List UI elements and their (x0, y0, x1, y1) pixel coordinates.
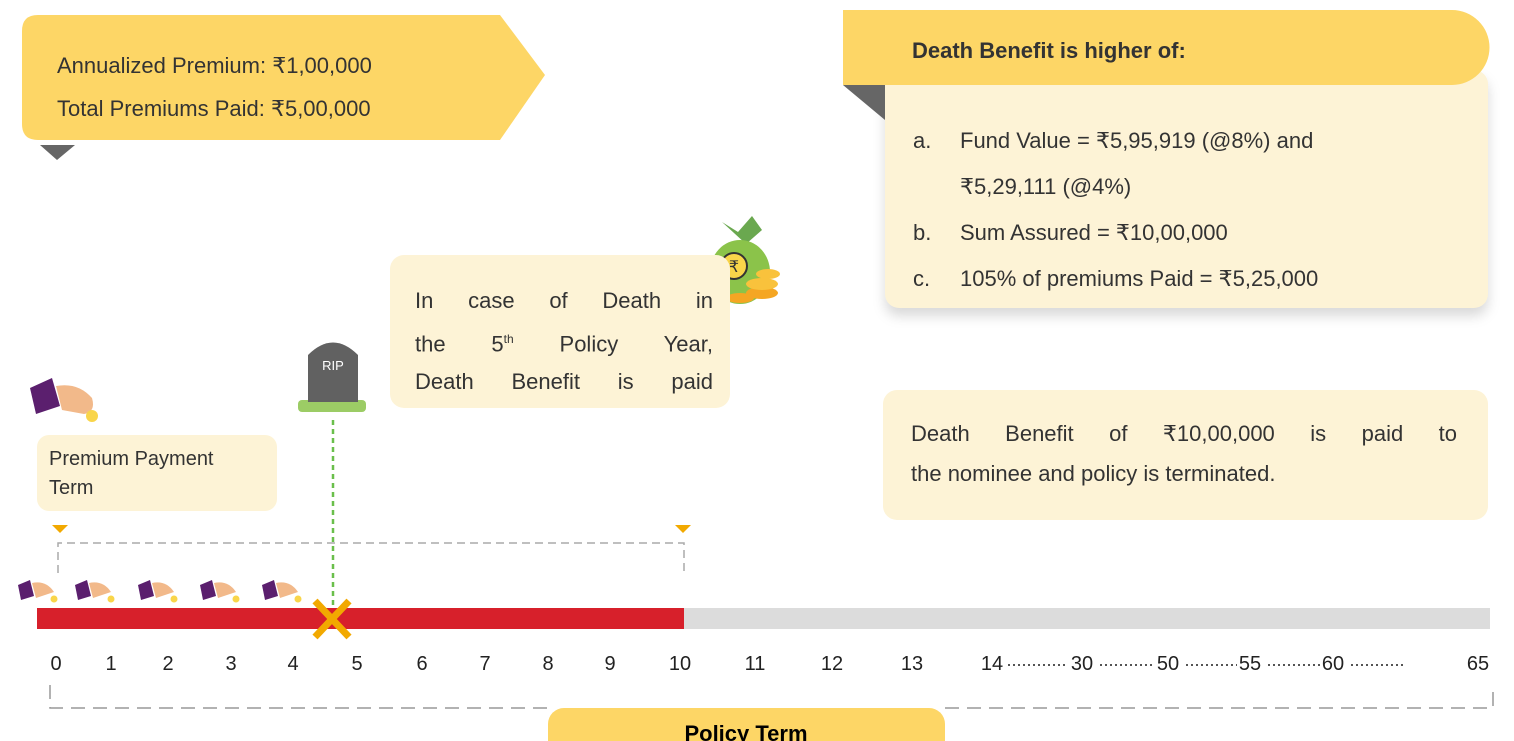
rip-text: RIP (322, 358, 344, 373)
hand-icon (30, 378, 98, 422)
list-marker: b. (913, 210, 960, 256)
outcome-line: Death Benefit of ₹10,00,000 is paid to (911, 414, 1457, 454)
paid-bar (37, 608, 684, 629)
list-row: b.Sum Assured = ₹10,00,000 (913, 210, 1473, 256)
callout-tail (40, 145, 75, 160)
list-row: c.105% of premiums Paid = ₹5,25,000 (913, 256, 1473, 302)
outcome-box: Death Benefit of ₹10,00,000 is paid to t… (883, 390, 1488, 520)
policy-bracket (50, 685, 1493, 708)
marker (675, 525, 691, 533)
case-text: the 5 (415, 331, 504, 356)
case-text: Policy Year, (560, 331, 713, 356)
list-marker: a. (913, 118, 960, 164)
list-row: ₹5,29,111 (@4%) (913, 164, 1473, 210)
hand-palm (276, 582, 298, 598)
svg-text:₹: ₹ (729, 259, 739, 276)
timeline-label: 4 (287, 653, 298, 675)
page: ₹ RIP Policy Term 0123456789101112131430… (0, 0, 1514, 741)
outcome-text: Death Benefit of ₹10,00,000 is paid to t… (911, 414, 1457, 494)
timeline-label: 1 (105, 653, 116, 675)
tombstone-icon (298, 343, 366, 413)
list-text: ₹5,29,111 (@4%) (960, 164, 1131, 210)
timeline-label: 50 (1157, 653, 1179, 675)
timeline-label: 9 (604, 653, 615, 675)
timeline-label: 14 (981, 653, 1003, 675)
hand-palm (214, 582, 236, 598)
coin (108, 596, 115, 603)
case-box: In case of Death in the 5th Policy Year,… (390, 255, 730, 408)
list-marker: c. (913, 256, 960, 302)
premium-line: Total Premiums Paid: ₹5,00,000 (57, 87, 372, 130)
ppt-bracket (58, 543, 684, 573)
coin (51, 596, 58, 603)
ppt-box: Premium Payment Term (37, 435, 277, 511)
hand-sleeve (18, 580, 34, 600)
case-line: In case of Death in (415, 282, 713, 320)
hand-sleeve (200, 580, 216, 600)
list-text: 105% of premiums Paid = ₹5,25,000 (960, 256, 1318, 302)
timeline-label: 2 (162, 653, 173, 675)
timeline-label: 8 (542, 653, 553, 675)
timeline-label: 10 (669, 653, 691, 675)
case-line: the 5th Policy Year, (415, 320, 713, 363)
coin (171, 596, 178, 603)
hand-palm (152, 582, 174, 598)
remaining-bar (684, 608, 1490, 629)
coin (295, 596, 302, 603)
hand-palm (89, 582, 111, 598)
list-row: a.Fund Value = ₹5,95,919 (@8%) and (913, 118, 1473, 164)
policy-term-text: Policy Term (684, 721, 807, 741)
premium-line: Annualized Premium: ₹1,00,000 (57, 44, 372, 87)
list-text: Fund Value = ₹5,95,919 (@8%) and (960, 118, 1313, 164)
premium-text: Annualized Premium: ₹1,00,000 Total Prem… (57, 44, 372, 130)
hand-sleeve (75, 580, 91, 600)
premium-hands (18, 580, 302, 603)
timeline-label: 55 (1239, 653, 1261, 675)
timeline-label: 7 (479, 653, 490, 675)
marker (52, 525, 68, 533)
benefit-list: a.Fund Value = ₹5,95,919 (@8%) and₹5,29,… (913, 118, 1473, 302)
header-fold (843, 85, 885, 120)
hand-sleeve (138, 580, 154, 600)
timeline-label: 6 (416, 653, 427, 675)
timeline-label: 30 (1071, 653, 1093, 675)
case-line: Death Benefit is paid (415, 363, 713, 401)
list-text: Sum Assured = ₹10,00,000 (960, 210, 1228, 256)
hand-palm (32, 582, 54, 598)
ppt-text: Premium Payment Term (49, 445, 249, 503)
timeline-label: 0 (50, 653, 61, 675)
timeline-label: 3 (225, 653, 236, 675)
timeline-label: 5 (351, 653, 362, 675)
coin (233, 596, 240, 603)
timeline-label: 65 (1467, 653, 1489, 675)
timeline-label: 13 (901, 653, 923, 675)
list-marker (913, 164, 960, 210)
timeline-label: 12 (821, 653, 843, 675)
timeline-label: 60 (1322, 653, 1344, 675)
outcome-line: the nominee and policy is terminated. (911, 454, 1457, 494)
timeline-label: 11 (745, 653, 766, 675)
hand-sleeve (262, 580, 278, 600)
benefit-title: Death Benefit is higher of: (912, 38, 1186, 64)
case-text: In case of Death in the 5th Policy Year,… (415, 282, 713, 401)
superscript: th (504, 332, 514, 346)
